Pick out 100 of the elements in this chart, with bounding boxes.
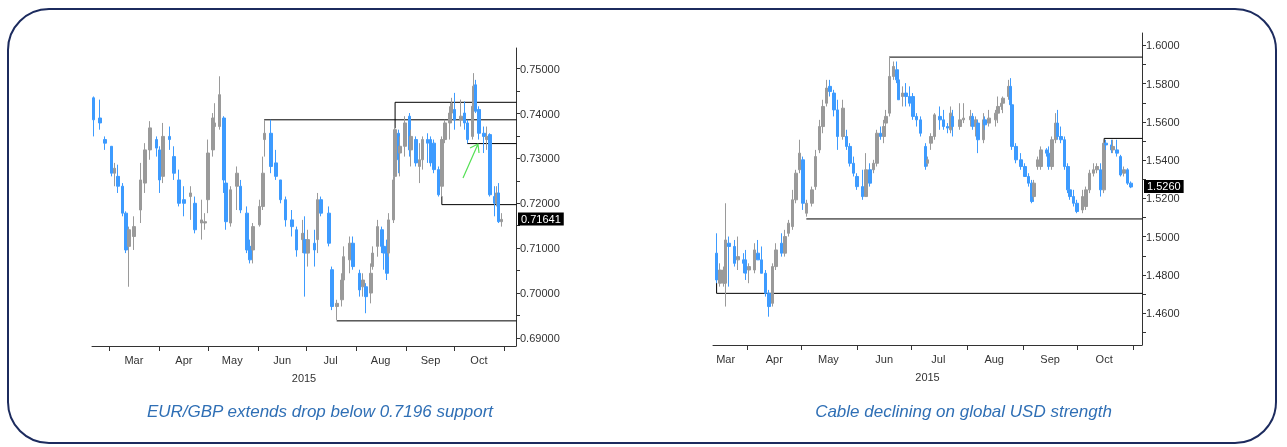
candlestick (453, 92, 456, 131)
candlestick (327, 205, 331, 247)
candlestick (376, 219, 379, 258)
candlestick (335, 299, 339, 321)
y-tick-label: 0.75000 (520, 62, 560, 75)
x-tick-label: May (221, 353, 244, 366)
x-tick-label: Aug (984, 352, 1004, 365)
candlestick (92, 95, 95, 137)
x-tick-label: Jul (931, 352, 946, 365)
x-tick-label: Apr (765, 352, 784, 365)
candlestick (103, 135, 107, 151)
x-axis-title: 2015 (291, 371, 317, 384)
x-tick-label: May (817, 352, 840, 365)
x-tick-label: Apr (175, 353, 193, 366)
x-tick-label: Mar (716, 352, 736, 365)
candlestick (161, 122, 165, 184)
text: Cable declining on global USD strength (815, 402, 1112, 421)
text: EUR/GBP extends drop below 0.7196 support (146, 402, 495, 421)
candlestick (1122, 166, 1126, 177)
candlestick (500, 212, 503, 228)
x-tick-label: Jun (875, 352, 894, 365)
candlestick (168, 126, 171, 151)
candlestick (718, 262, 722, 288)
candlestick (1126, 167, 1129, 186)
candlestick (290, 209, 294, 237)
y-tick-label: 1.4600 (1146, 307, 1180, 320)
candlestick (1039, 145, 1043, 171)
candlestick (1081, 189, 1084, 214)
candlestick (780, 232, 783, 258)
candlestick (1099, 162, 1102, 198)
candlestick (330, 266, 334, 311)
candlestick (316, 192, 319, 254)
candlestick (295, 226, 298, 258)
candlestick (459, 99, 463, 128)
candlestick (841, 99, 845, 141)
candlestick (861, 169, 864, 201)
candlestick (942, 109, 945, 131)
candlestick (364, 282, 368, 314)
candlestick (426, 132, 429, 164)
candlestick (218, 75, 221, 131)
candlestick (98, 99, 102, 131)
candlestick (284, 196, 287, 228)
candlestick (958, 102, 962, 131)
candlestick (747, 262, 751, 284)
candlestick (358, 269, 361, 298)
y-tick-label: 1.4800 (1146, 268, 1180, 281)
candlestick (485, 126, 489, 151)
candlestick (805, 199, 808, 218)
candlestick (1115, 139, 1119, 158)
candlestick (319, 196, 323, 217)
candlestick (229, 185, 232, 228)
y-tick-label: 0.73000 (520, 152, 560, 165)
candlestick (306, 229, 310, 268)
candlestick (206, 139, 210, 214)
candlestick (110, 145, 113, 177)
candlestick (798, 139, 801, 174)
candlestick (987, 109, 991, 128)
y-tick-label: 0.71000 (520, 242, 560, 255)
candlestick (279, 179, 282, 204)
candlestick (727, 236, 731, 288)
candlestick (488, 132, 492, 198)
y-tick-label: 1.5400 (1146, 154, 1180, 167)
y-tick-label: 0.74000 (520, 107, 560, 120)
y-tick-label: 1.6000 (1146, 39, 1180, 52)
x-tick-label: Jul (323, 353, 338, 366)
candlestick (1119, 154, 1122, 177)
candlestick (868, 162, 872, 188)
candlestick (801, 156, 805, 211)
candlestick (113, 162, 116, 187)
candlestick (239, 179, 242, 214)
y-tick-label: 1.5600 (1146, 115, 1180, 128)
candlestick (251, 222, 255, 264)
x-tick-label: Sep (1040, 352, 1060, 365)
x-tick-label: Sep (420, 353, 441, 366)
candlestick (1095, 162, 1099, 174)
x-tick-label: Oct (470, 353, 488, 366)
candlestick (1104, 139, 1108, 151)
annotation: 0.71641 (521, 212, 561, 225)
candlestick (904, 82, 908, 107)
x-axis-title: 2015 (915, 370, 940, 383)
candlestick (200, 199, 203, 241)
candlestick (235, 165, 239, 211)
x-tick-label: Aug (370, 353, 391, 366)
candlestick (938, 105, 942, 131)
candlestick (736, 236, 740, 271)
candlestick (919, 115, 922, 137)
annotation: 1.5260 (1147, 180, 1181, 193)
candlestick (888, 56, 891, 117)
x-tick-label: Oct (1095, 352, 1113, 365)
candlestick (825, 79, 828, 107)
y-tick-label: 1.5800 (1146, 77, 1180, 90)
candlestick (753, 242, 756, 274)
candlestick (864, 152, 868, 198)
candlestick (879, 126, 882, 141)
candlestick (351, 235, 355, 271)
candlestick (715, 232, 718, 284)
y-tick-label: 1.5200 (1146, 192, 1180, 205)
x-tick-label: Jun (273, 353, 292, 366)
y-tick-label: 0.69000 (520, 331, 560, 344)
candlestick (193, 196, 197, 234)
